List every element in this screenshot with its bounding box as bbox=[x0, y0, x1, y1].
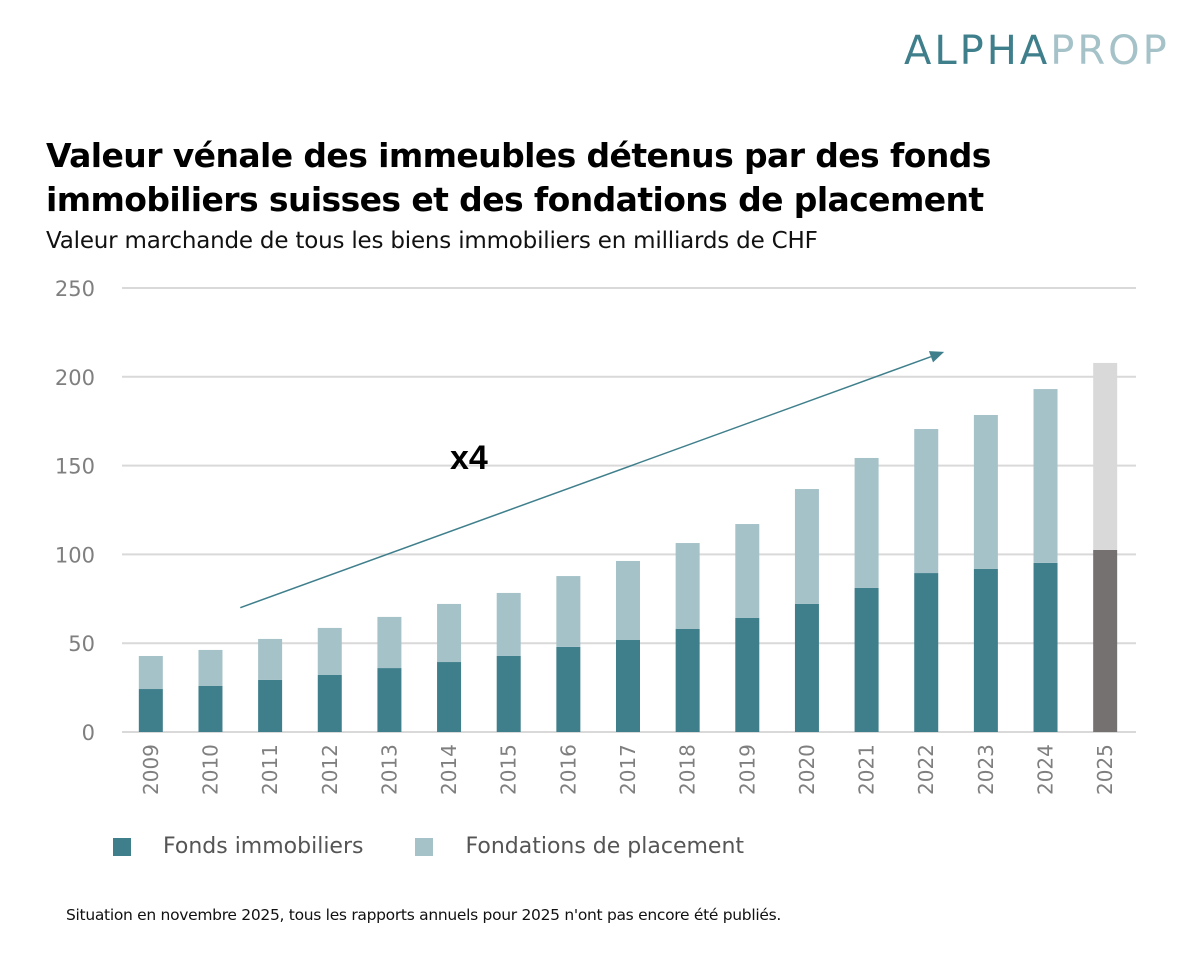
bar-2014-fondations bbox=[437, 603, 462, 663]
chart-subtitle: Valeur marchande de tous les biens immob… bbox=[46, 228, 818, 254]
x-tick-label-2016: 2016 bbox=[556, 744, 580, 795]
y-tick-label-250: 250 bbox=[55, 277, 95, 301]
bar-2010-fonds bbox=[198, 686, 223, 732]
bar-2017-fonds bbox=[616, 640, 640, 732]
x-tick-label-2018: 2018 bbox=[676, 744, 700, 795]
bar-2016-fonds bbox=[556, 646, 581, 732]
y-tick-label-100: 100 bbox=[55, 543, 95, 567]
bar-2019-fondations bbox=[735, 524, 760, 618]
bar-2012-fonds bbox=[317, 674, 342, 732]
annotations: x4 bbox=[240, 351, 945, 609]
bar-2009-fondations bbox=[138, 655, 163, 690]
bar-2023-fonds bbox=[973, 568, 998, 732]
x-axis-ticks: 2009 2010 2011 2012 2013 2014 2015 2016 2017 2018… bbox=[139, 744, 1117, 795]
bar-2020-fondations bbox=[794, 489, 819, 604]
legend-label-fonds: Fonds immobiliers bbox=[163, 834, 364, 859]
bar-2009-fonds bbox=[138, 689, 163, 732]
bar-2014-fonds bbox=[437, 662, 462, 732]
x-tick-label-2009: 2009 bbox=[139, 744, 163, 795]
x-tick-label-2013: 2013 bbox=[377, 744, 401, 795]
x-tick-label-2015: 2015 bbox=[497, 744, 521, 795]
x-tick-label-2025: 2025 bbox=[1093, 744, 1117, 795]
bar-2018-fondations bbox=[675, 543, 700, 629]
legend: Fonds immobiliers Fondations de placemen… bbox=[113, 834, 796, 859]
bar-2025-fondations bbox=[1093, 362, 1118, 550]
logo-part-alpha: ALPHA bbox=[904, 28, 1051, 74]
y-tick-label-0: 0 bbox=[82, 721, 95, 745]
bar-2020-fonds bbox=[794, 603, 819, 732]
y-tick-label-50: 50 bbox=[68, 632, 95, 656]
x-tick-label-2017: 2017 bbox=[616, 744, 640, 795]
bars bbox=[138, 362, 1118, 732]
bar-2011-fonds bbox=[258, 679, 283, 732]
bar-2010-fondations bbox=[198, 649, 223, 687]
bar-2021-fonds bbox=[854, 587, 879, 732]
bar-2022-fondations bbox=[914, 429, 939, 574]
footnote: Situation en novembre 2025, tous les rap… bbox=[66, 906, 781, 924]
x-tick-label-2023: 2023 bbox=[974, 744, 998, 795]
x-tick-label-2024: 2024 bbox=[1034, 744, 1058, 795]
legend-item-fonds: Fonds immobiliers bbox=[113, 834, 363, 859]
y-tick-label-150: 150 bbox=[55, 455, 95, 479]
bar-2019-fonds bbox=[735, 617, 760, 732]
y-axis-ticks: 0 50 100 150 200 250 bbox=[55, 277, 95, 745]
x-tick-label-2020: 2020 bbox=[795, 744, 819, 795]
bar-2021-fondations bbox=[854, 457, 879, 588]
chart-title: Valeur vénale des immeubles détenus par … bbox=[46, 136, 991, 219]
bar-2013-fonds bbox=[377, 668, 402, 732]
legend-label-fondations: Fondations de placement bbox=[465, 834, 745, 859]
growth-annotation-label: x4 bbox=[450, 439, 488, 477]
bar-2011-fondations bbox=[258, 638, 283, 680]
legend-swatch-fonds bbox=[113, 837, 131, 856]
bar-2023-fondations bbox=[973, 414, 998, 569]
y-tick-label-200: 200 bbox=[55, 366, 95, 390]
bar-2012-fondations bbox=[317, 627, 342, 675]
x-tick-label-2011: 2011 bbox=[258, 744, 282, 795]
bar-2022-fonds bbox=[914, 573, 939, 732]
bar-2017-fondations bbox=[616, 560, 640, 641]
growth-arrow-line bbox=[240, 356, 932, 609]
x-tick-label-2021: 2021 bbox=[855, 744, 879, 795]
bar-2018-fonds bbox=[675, 628, 700, 732]
legend-item-fondations: Fondations de placement bbox=[415, 834, 744, 859]
bar-2024-fonds bbox=[1033, 562, 1058, 732]
growth-arrow-head-icon bbox=[928, 351, 945, 363]
logo-part-prop: PROP bbox=[1050, 28, 1170, 74]
alphaprop-logo: ALPHAPROP bbox=[904, 28, 1170, 74]
bar-2015-fondations bbox=[496, 592, 521, 656]
x-tick-label-2022: 2022 bbox=[914, 744, 938, 795]
x-tick-label-2010: 2010 bbox=[198, 744, 222, 795]
bar-2025-fonds bbox=[1093, 549, 1118, 732]
x-tick-label-2019: 2019 bbox=[735, 744, 759, 795]
bar-2016-fondations bbox=[556, 576, 581, 647]
bar-2015-fonds bbox=[496, 655, 521, 732]
x-tick-label-2014: 2014 bbox=[437, 744, 461, 795]
bar-2013-fondations bbox=[377, 616, 402, 669]
x-tick-label-2012: 2012 bbox=[318, 744, 342, 795]
legend-swatch-fondations bbox=[415, 837, 434, 856]
bar-2024-fondations bbox=[1033, 389, 1058, 563]
